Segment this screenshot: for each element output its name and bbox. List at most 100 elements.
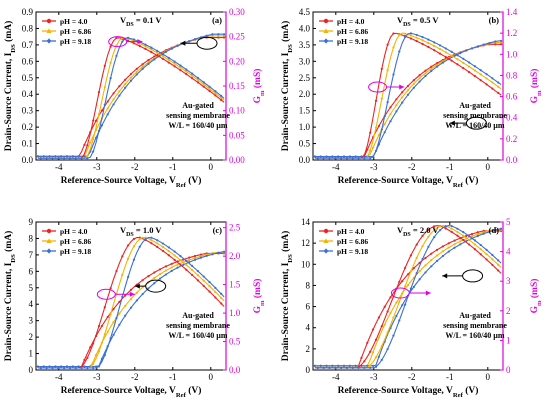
y2-tick-label: 0 xyxy=(506,365,511,375)
ids-point xyxy=(217,33,220,36)
legend-label: pH = 9.18 xyxy=(60,37,91,46)
vds-label: VDS = 0.1 V xyxy=(120,15,162,28)
gm-point xyxy=(161,57,165,61)
gm-point xyxy=(156,51,159,54)
y-tick-label: 6 xyxy=(29,266,34,276)
gm-point xyxy=(491,87,494,90)
gm-point xyxy=(179,263,182,266)
gm-point xyxy=(121,273,124,277)
gm-point xyxy=(497,269,500,272)
gm-point xyxy=(380,97,383,100)
ids-point xyxy=(118,312,121,315)
ids-point xyxy=(112,321,115,324)
gm-point xyxy=(380,325,383,328)
ids-point xyxy=(395,314,398,318)
ids-point xyxy=(188,256,191,259)
y-tick-label: 1 xyxy=(29,349,34,359)
gm-point xyxy=(220,96,223,100)
ids-point xyxy=(118,323,121,326)
ids-point xyxy=(435,248,439,251)
gm-point xyxy=(185,73,188,76)
ids-point xyxy=(447,250,450,253)
ids-point xyxy=(453,246,456,249)
x-tick-label: -3 xyxy=(370,372,378,382)
ids-point xyxy=(77,365,80,368)
gm-point xyxy=(167,61,170,64)
gm-point xyxy=(403,35,407,39)
gm-point xyxy=(357,366,360,369)
gm-point xyxy=(456,227,459,230)
y-tick-label: 2.5 xyxy=(299,73,311,83)
ids-point xyxy=(470,47,474,50)
gm-point xyxy=(444,227,447,230)
gm-point xyxy=(386,347,389,351)
ids-series-line-2 xyxy=(314,40,502,158)
gm-point xyxy=(62,157,66,160)
ids-point xyxy=(164,265,168,268)
ids-point xyxy=(377,316,381,319)
gm-point xyxy=(196,274,200,277)
ids-point xyxy=(153,282,156,285)
annotation-line: sensing membrane xyxy=(443,111,507,120)
ids-series-line-0 xyxy=(37,37,225,157)
ids-point xyxy=(176,263,179,266)
x-tick-label: -4 xyxy=(55,162,63,172)
vds-label: VDS = 1.0 V xyxy=(120,225,162,238)
ids-point xyxy=(129,76,133,79)
ids-point xyxy=(342,364,346,367)
ids-point xyxy=(193,254,197,258)
gm-point xyxy=(456,230,459,234)
gm-point xyxy=(450,54,453,57)
gm-point xyxy=(450,230,453,233)
gm-series-line-0 xyxy=(37,37,225,159)
ids-point xyxy=(147,62,150,66)
gm-point xyxy=(202,85,205,88)
y2-tick-label: 0.4 xyxy=(506,113,518,123)
y2-tick-label: 2 xyxy=(506,306,511,316)
gm-point xyxy=(357,156,360,160)
gm-point xyxy=(103,103,106,106)
ids-point xyxy=(482,43,485,46)
y-tick-label: 0.2 xyxy=(22,122,33,132)
y2-tick-label: 1.2 xyxy=(506,28,517,38)
gm-point xyxy=(485,258,488,261)
ids-point xyxy=(447,246,450,249)
ids-point xyxy=(106,107,109,110)
gm-point xyxy=(433,236,436,239)
y-tick-label: 6 xyxy=(306,302,311,312)
annotation-line: sensing membrane xyxy=(166,321,230,330)
ids-point xyxy=(389,296,392,299)
ids-point xyxy=(60,365,63,368)
ids-point xyxy=(83,358,86,361)
ids-point xyxy=(71,365,74,368)
gm-point xyxy=(202,81,205,84)
y-tick-label: 4.0 xyxy=(299,23,311,33)
y2-axis-label: Gm (mS) xyxy=(529,279,543,314)
legend-label: pH = 4.0 xyxy=(60,17,88,26)
annotation-line: sensing membrane xyxy=(443,321,507,330)
ids-point xyxy=(129,72,133,76)
gm-point xyxy=(150,51,153,54)
ids-point xyxy=(418,80,421,83)
ids-point xyxy=(176,266,179,269)
gm-point xyxy=(115,54,118,57)
y2-tick-label: 0.20 xyxy=(229,56,245,66)
gm-point xyxy=(103,332,106,336)
ids-point xyxy=(112,103,115,106)
gm-point xyxy=(427,245,430,248)
y-tick-label: 3.5 xyxy=(299,40,311,50)
gm-point xyxy=(214,92,217,95)
gm-point xyxy=(144,43,147,46)
ids-point xyxy=(217,36,220,39)
gm-point xyxy=(208,285,211,288)
gm-point xyxy=(386,331,389,334)
ids-point xyxy=(135,299,138,302)
x-tick-label: -3 xyxy=(370,162,378,172)
x-axis-label: Reference-Source Voltage, VRef (V) xyxy=(61,175,202,189)
gm-point xyxy=(208,89,211,93)
gm-point xyxy=(467,65,471,68)
gm-point xyxy=(109,287,112,290)
x-tick-label: -1 xyxy=(446,372,454,382)
y-tick-label: 0.0 xyxy=(299,155,311,165)
ids-point xyxy=(325,364,328,367)
